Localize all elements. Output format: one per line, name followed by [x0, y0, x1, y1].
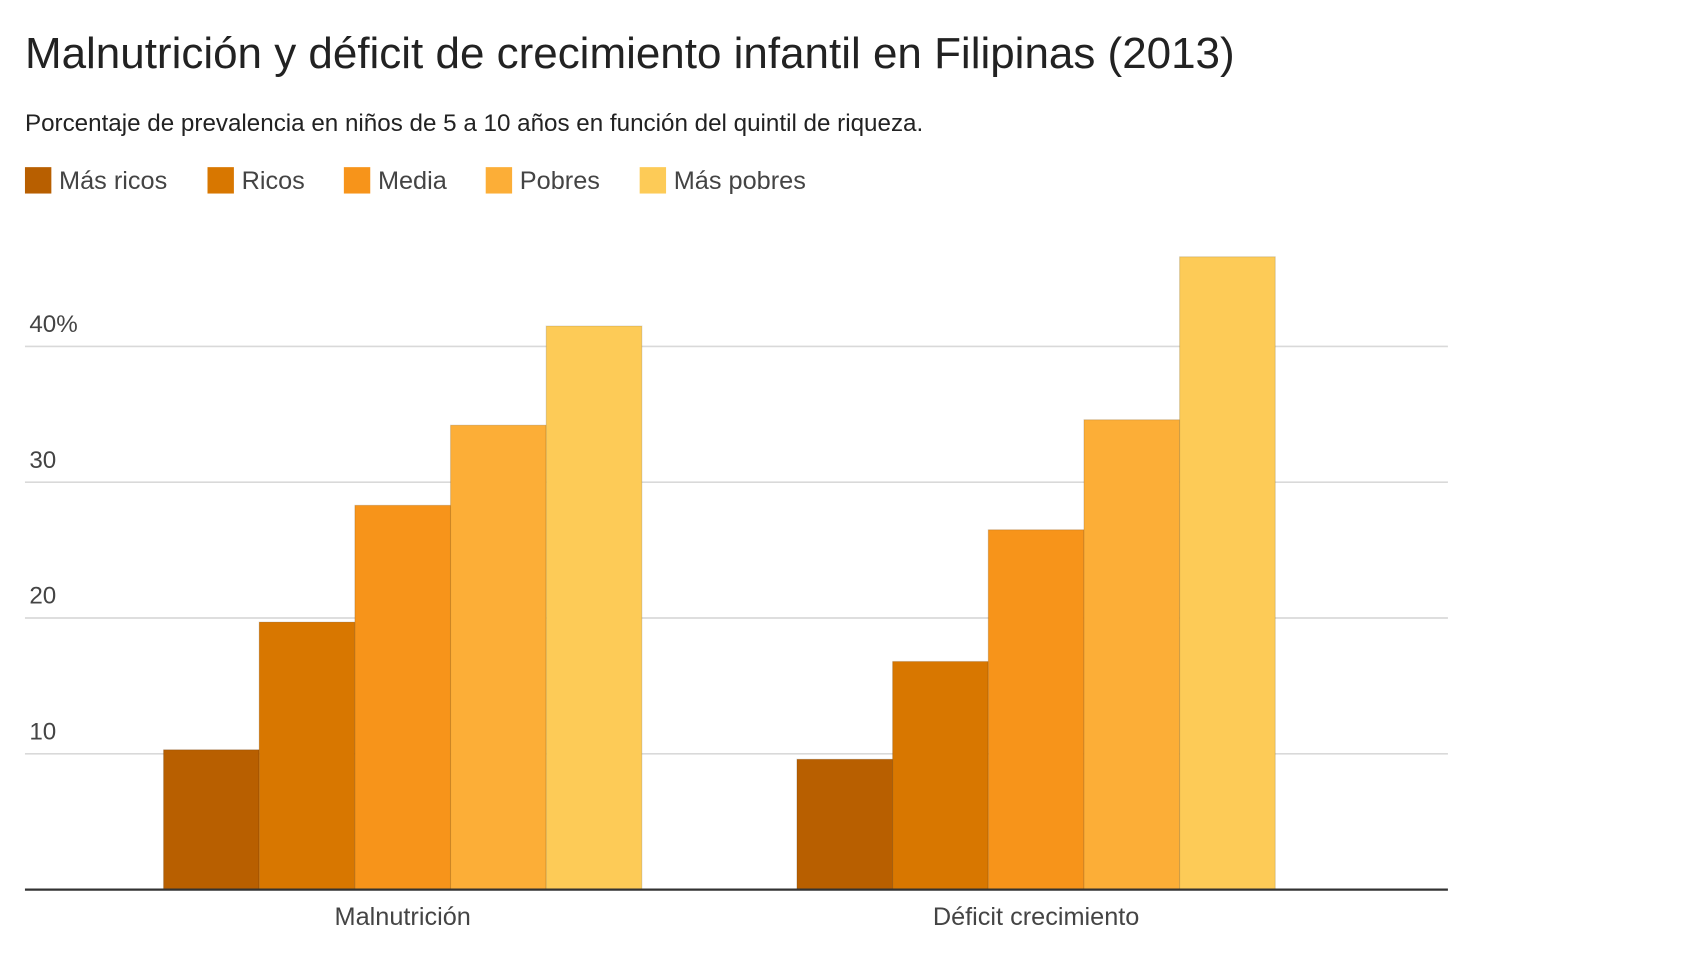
legend: Más ricos Ricos Media Pobres Más pobres [24, 167, 806, 195]
legend-swatch [485, 167, 513, 194]
bar-media: Media: 26.5 [987, 529, 1085, 891]
x-category-label: Déficit crecimiento [933, 903, 1140, 931]
legend-swatch [24, 167, 52, 194]
chart-subtitle: Porcentaje de prevalencia en niños de 5 … [25, 110, 923, 137]
bar-pobres: Pobres: 34.6 [1083, 419, 1181, 891]
bar-media: Media: 28.3 [354, 504, 452, 891]
legend-swatch [343, 167, 371, 194]
y-tick-label: 30 [29, 447, 56, 474]
bars: Más ricos: 10.3Ricos: 19.7Media: 28.3Pob… [162, 256, 1276, 891]
legend-swatch [207, 167, 234, 194]
legend-label: Pobres [520, 167, 600, 195]
legend-label: Más ricos [59, 167, 167, 195]
y-tick-label: 10 [29, 719, 56, 746]
legend-swatch [639, 167, 667, 194]
y-tick-label: 40% [29, 311, 77, 338]
x-axis-labels: Malnutrición Déficit crecimiento [335, 903, 1140, 931]
chart-title: Malnutrición y déficit de crecimiento in… [25, 29, 1235, 78]
bar-ricos: Ricos: 19.7 [258, 621, 356, 891]
bar-ricos: Ricos: 16.8 [892, 660, 989, 891]
legend-label: Media [378, 167, 448, 195]
bar-mas-pobres: Más pobres: 41.5 [545, 325, 643, 891]
legend-label: Más pobres [674, 167, 806, 195]
y-tick-label: 20 [29, 583, 56, 610]
bar-pobres: Pobres: 34.2 [449, 424, 547, 891]
bar-mas-ricos: Más ricos: 9.6 [796, 758, 894, 891]
legend-label: Ricos [242, 167, 305, 195]
bar-mas-ricos: Más ricos: 10.3 [162, 749, 260, 891]
bar-mas-pobres: Más pobres: 46.6 [1179, 256, 1276, 891]
x-category-label: Malnutrición [335, 903, 471, 931]
